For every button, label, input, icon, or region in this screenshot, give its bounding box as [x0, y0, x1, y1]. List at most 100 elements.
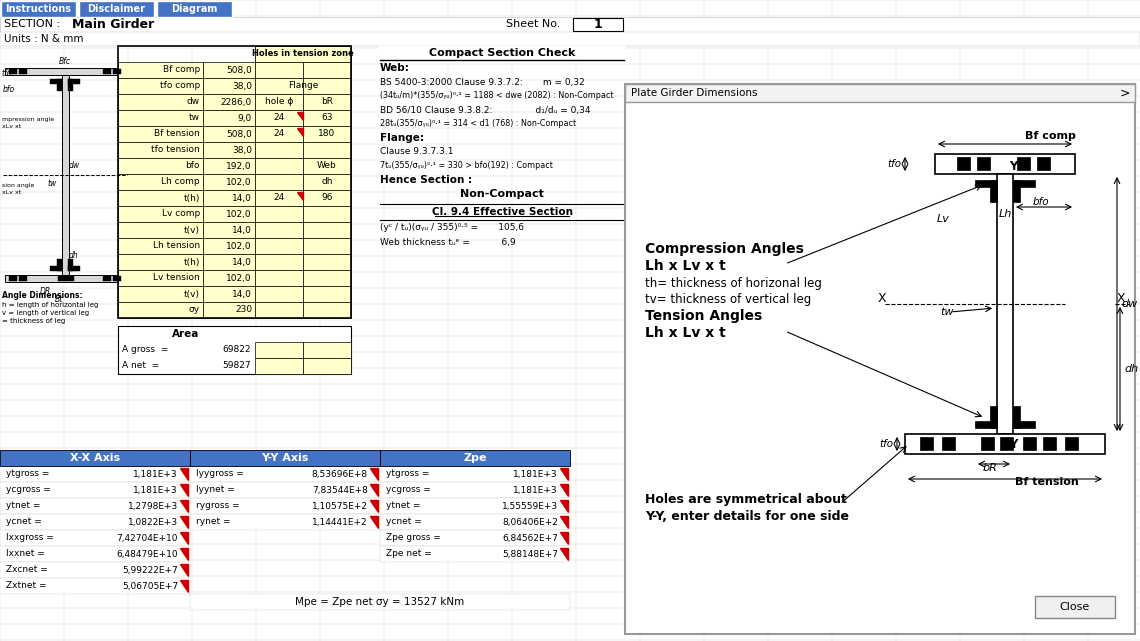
Bar: [203, 238, 255, 254]
Bar: [203, 206, 255, 222]
Text: 9,0: 9,0: [238, 113, 252, 122]
Text: rynet =: rynet =: [196, 517, 230, 526]
Bar: [1000, 437, 1013, 450]
Bar: [1013, 180, 1035, 187]
Text: 102,0: 102,0: [227, 178, 252, 187]
Bar: [119, 238, 203, 254]
Bar: [303, 342, 351, 358]
Text: 7tᵤ(355/σᵧᵤ)⁰⋅¹ = 330 > bfo(192) : Compact: 7tᵤ(355/σᵧᵤ)⁰⋅¹ = 330 > bfo(192) : Compa…: [380, 162, 553, 171]
Bar: [1013, 421, 1035, 428]
Bar: [625, 84, 1135, 634]
Bar: [203, 222, 255, 238]
Text: 6,84562E+7: 6,84562E+7: [502, 533, 557, 542]
Bar: [203, 142, 255, 158]
Text: Lv tension: Lv tension: [153, 274, 200, 283]
Text: tfo comp: tfo comp: [160, 81, 200, 90]
Text: Lh x Lv x t: Lh x Lv x t: [645, 326, 726, 340]
Bar: [203, 174, 255, 190]
Text: Instructions: Instructions: [5, 4, 71, 14]
Text: X: X: [878, 292, 887, 306]
Polygon shape: [560, 484, 568, 496]
Bar: [203, 254, 255, 270]
Polygon shape: [560, 532, 568, 544]
Text: rygross =: rygross =: [196, 501, 239, 510]
Bar: [0, 450, 190, 466]
Bar: [203, 110, 255, 126]
Bar: [1043, 437, 1056, 450]
Bar: [58, 276, 66, 281]
Polygon shape: [298, 128, 303, 136]
Text: 192,0: 192,0: [227, 162, 252, 171]
Text: SECTION :: SECTION :: [5, 19, 60, 29]
Text: Area: Area: [172, 329, 199, 339]
Bar: [9, 276, 17, 281]
Text: Bf comp: Bf comp: [163, 65, 200, 74]
Bar: [975, 180, 998, 187]
Bar: [5, 275, 125, 282]
Bar: [0, 546, 190, 562]
Bar: [975, 421, 998, 428]
Bar: [1035, 596, 1115, 618]
Bar: [255, 62, 303, 78]
Text: A net  =: A net =: [122, 362, 160, 370]
Bar: [303, 222, 351, 238]
Bar: [378, 46, 626, 61]
Text: 508,0: 508,0: [226, 129, 252, 138]
Text: 8,53696E+8: 8,53696E+8: [312, 469, 368, 478]
Bar: [119, 222, 203, 238]
Text: tv= thickness of vertical leg: tv= thickness of vertical leg: [645, 294, 812, 306]
Polygon shape: [560, 500, 568, 512]
Text: 1,55559E+3: 1,55559E+3: [502, 501, 557, 510]
Text: tfo tension: tfo tension: [152, 146, 200, 154]
Text: 38,0: 38,0: [233, 81, 252, 90]
Text: 102,0: 102,0: [227, 274, 252, 283]
Bar: [255, 302, 303, 318]
Bar: [57, 259, 62, 271]
Bar: [157, 1, 233, 17]
Polygon shape: [298, 192, 303, 200]
Bar: [119, 142, 203, 158]
Text: Flange:: Flange:: [380, 133, 424, 143]
Text: 24: 24: [274, 194, 285, 203]
Text: 1,181E+3: 1,181E+3: [133, 469, 178, 478]
Polygon shape: [370, 500, 378, 512]
Text: h = length of horizontal leg: h = length of horizontal leg: [2, 302, 98, 308]
Text: Bf comp: Bf comp: [1025, 131, 1076, 141]
Text: 8,06406E+2: 8,06406E+2: [502, 517, 557, 526]
Text: Zxtnet =: Zxtnet =: [6, 581, 47, 590]
Text: 6,48479E+10: 6,48479E+10: [116, 549, 178, 558]
Bar: [380, 450, 570, 466]
Bar: [203, 270, 255, 286]
Text: ytnet =: ytnet =: [386, 501, 421, 510]
Bar: [103, 276, 111, 281]
Bar: [303, 142, 351, 158]
Bar: [203, 158, 255, 174]
Polygon shape: [560, 516, 568, 528]
Bar: [255, 174, 303, 190]
Text: Bfc: Bfc: [59, 58, 71, 67]
Text: Main Girder: Main Girder: [72, 17, 154, 31]
Text: 63: 63: [321, 113, 333, 122]
Text: 14,0: 14,0: [233, 226, 252, 235]
Bar: [203, 286, 255, 302]
Text: Lh: Lh: [999, 209, 1012, 219]
Text: Bt: Bt: [55, 294, 63, 303]
Bar: [380, 530, 570, 546]
Text: tfo: tfo: [879, 439, 893, 449]
Bar: [119, 110, 203, 126]
Bar: [303, 174, 351, 190]
Bar: [935, 154, 1075, 174]
Text: Bf tension: Bf tension: [154, 129, 200, 138]
Bar: [119, 94, 203, 110]
Text: Web: Web: [317, 162, 337, 171]
Text: Zpe: Zpe: [463, 453, 487, 463]
Bar: [255, 94, 303, 110]
Text: Diagram: Diagram: [171, 4, 218, 14]
Bar: [380, 498, 570, 514]
Bar: [255, 358, 303, 374]
Text: 102,0: 102,0: [227, 242, 252, 251]
Text: t(v): t(v): [184, 290, 199, 299]
Text: A gross  =: A gross =: [122, 345, 169, 354]
Polygon shape: [180, 468, 188, 480]
Text: th= thickness of horizonal leg: th= thickness of horizonal leg: [645, 278, 822, 290]
